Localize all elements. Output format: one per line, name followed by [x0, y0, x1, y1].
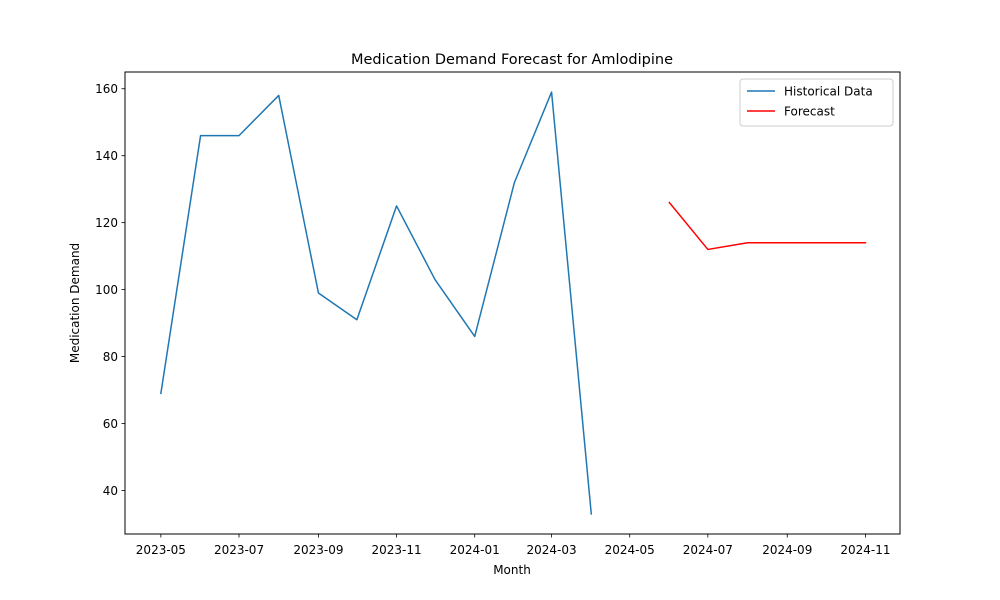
x-tick-label: 2024-07 — [683, 543, 733, 557]
chart-title: Medication Demand Forecast for Amlodipin… — [351, 52, 673, 68]
y-tick-label: 40 — [103, 484, 118, 498]
legend-label-0: Historical Data — [784, 85, 873, 99]
legend-label-1: Forecast — [784, 105, 835, 119]
x-tick-label: 2024-03 — [526, 543, 576, 557]
y-tick-label: 80 — [103, 350, 118, 364]
y-tick-label: 60 — [103, 417, 118, 431]
y-axis-label: Medication Demand — [68, 243, 82, 363]
plot-frame — [124, 71, 901, 535]
x-tick-label: 2024-09 — [762, 543, 812, 557]
x-tick-label: 2024-11 — [840, 543, 890, 557]
x-tick-label: 2023-09 — [293, 543, 343, 557]
x-axis-label: Month — [493, 563, 531, 577]
series-line-1 — [668, 201, 867, 251]
plot-area — [125, 72, 900, 534]
y-axis: 40 60 80 100 120 140 160 — [95, 82, 125, 498]
series-line-0 — [160, 91, 593, 515]
x-tick-label: 2024-05 — [605, 543, 655, 557]
legend: Historical Data Forecast — [739, 78, 894, 127]
legend-box — [739, 78, 894, 127]
y-tick-label: 120 — [95, 216, 118, 230]
y-tick-label: 160 — [95, 82, 118, 96]
x-tick-label: 2023-07 — [214, 543, 264, 557]
y-tick-label: 140 — [95, 149, 118, 163]
x-tick-label: 2024-01 — [450, 543, 500, 557]
y-tick-label: 100 — [95, 283, 118, 297]
series-layer — [160, 91, 867, 515]
x-axis: 2023-05 2023-07 2023-09 2023-11 2024-01 2024-… — [136, 534, 890, 557]
x-tick-label: 2023-11 — [371, 543, 421, 557]
x-tick-label: 2023-05 — [136, 543, 186, 557]
